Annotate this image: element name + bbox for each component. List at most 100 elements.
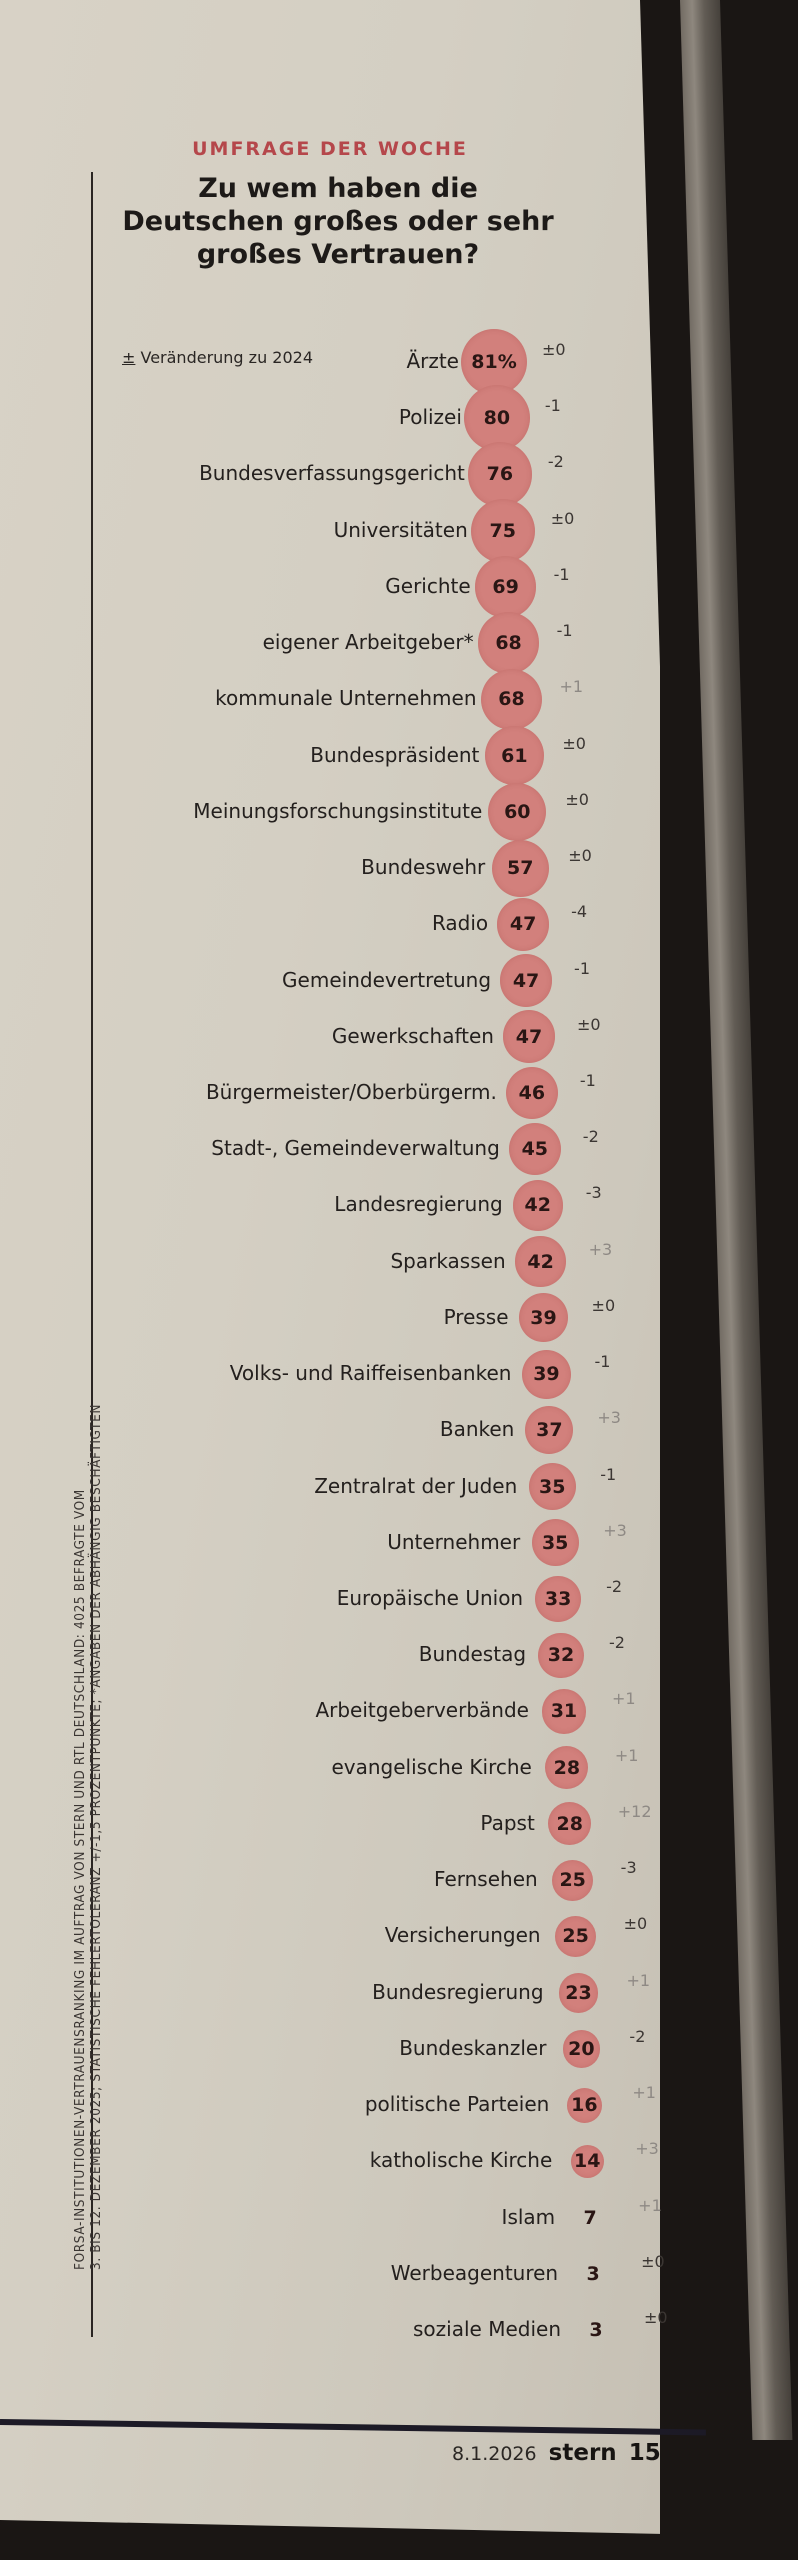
value-bubble: 42 bbox=[515, 1236, 566, 1287]
value-bubble: 28 bbox=[548, 1802, 592, 1846]
value-label: 35 bbox=[541, 1531, 569, 1554]
value-label: 31 bbox=[550, 1700, 578, 1723]
category-label: Bundespräsident bbox=[310, 742, 480, 767]
value-bubble: 47 bbox=[499, 954, 553, 1007]
category-label: Bürgermeister/Oberbürgerm. bbox=[205, 1079, 497, 1104]
value-bubble: 47 bbox=[496, 897, 550, 951]
change-label: +12 bbox=[617, 1801, 652, 1821]
category-label: Gerichte bbox=[385, 573, 471, 598]
value-label: 32 bbox=[547, 1644, 575, 1667]
value-bubble: 69 bbox=[474, 556, 537, 618]
value-bubble: 7 bbox=[577, 2204, 603, 2230]
change-label: ±0 bbox=[550, 508, 575, 528]
change-label: +1 bbox=[611, 1689, 636, 1709]
category-label: Universitäten bbox=[333, 517, 468, 542]
category-label: Islam bbox=[501, 2204, 556, 2229]
category-label: Gewerkschaften bbox=[331, 1023, 494, 1048]
value-bubble: 33 bbox=[535, 1576, 581, 1622]
change-label: -1 bbox=[579, 1070, 596, 1090]
value-label: 47 bbox=[509, 913, 537, 936]
value-label: 28 bbox=[553, 1756, 581, 1779]
change-label: -3 bbox=[585, 1183, 602, 1203]
value-label: 60 bbox=[504, 800, 531, 823]
value-bubble: 14 bbox=[570, 2144, 604, 2178]
value-bubble: 45 bbox=[508, 1123, 561, 1176]
change-label: +1 bbox=[614, 1745, 639, 1765]
value-label: 23 bbox=[565, 1981, 592, 2004]
category-label: politische Parteien bbox=[364, 2092, 550, 2117]
change-label: +3 bbox=[597, 1408, 621, 1428]
source-divider bbox=[91, 172, 93, 2337]
value-bubble: 46 bbox=[505, 1066, 558, 1120]
value-bubble: 76 bbox=[467, 442, 532, 507]
value-bubble: 75 bbox=[470, 498, 535, 563]
change-label: -1 bbox=[594, 1352, 611, 1372]
category-label: Versicherungen bbox=[384, 1923, 541, 1948]
value-label: 81% bbox=[471, 351, 517, 373]
value-label: 47 bbox=[515, 1025, 543, 1048]
change-label: ±0 bbox=[576, 1014, 601, 1034]
category-label: Bundesverfassungsgericht bbox=[199, 461, 465, 486]
value-bubble: 60 bbox=[488, 782, 547, 841]
change-label: +3 bbox=[603, 1520, 627, 1540]
category-label: Radio bbox=[431, 911, 489, 936]
value-label: 46 bbox=[518, 1081, 546, 1104]
change-label: +1 bbox=[638, 2195, 662, 2215]
change-label: -4 bbox=[571, 902, 588, 922]
category-label: evangelische Kirche bbox=[331, 1754, 532, 1779]
kicker: UMFRAGE DER WOCHE bbox=[192, 138, 468, 160]
value-bubble: 3 bbox=[583, 2263, 604, 2285]
value-bubble: 81% bbox=[461, 329, 527, 395]
legend-text: Veränderung zu 2024 bbox=[140, 348, 314, 367]
change-label: -1 bbox=[553, 564, 570, 584]
value-label: 39 bbox=[530, 1306, 557, 1329]
change-label: ±0 bbox=[562, 733, 586, 753]
category-label: Gemeindevertretung bbox=[282, 967, 492, 992]
change-label: -2 bbox=[629, 2026, 646, 2046]
change-label: -3 bbox=[620, 1858, 637, 1878]
category-label: Arbeitgeberverbände bbox=[315, 1698, 529, 1723]
value-label: 42 bbox=[527, 1250, 554, 1273]
category-label: Fernsehen bbox=[434, 1867, 538, 1892]
change-label: ±0 bbox=[641, 2251, 665, 2271]
value-label: 37 bbox=[536, 1419, 563, 1442]
category-label: soziale Medien bbox=[413, 2317, 561, 2341]
change-label: ±0 bbox=[591, 1295, 616, 1315]
page-footer: 8.1.2026 stern 15 bbox=[452, 2440, 661, 2466]
value-bubble: 68 bbox=[480, 668, 543, 730]
category-label: Presse bbox=[443, 1304, 509, 1329]
value-label: 25 bbox=[562, 1925, 589, 1948]
value-label: 35 bbox=[539, 1475, 566, 1498]
value-label: 80 bbox=[483, 407, 511, 430]
value-bubble: 47 bbox=[502, 1010, 556, 1064]
category-label: Banken bbox=[439, 1417, 515, 1442]
category-label: kommunale Unternehmen bbox=[215, 686, 477, 711]
value-label: 3 bbox=[589, 2319, 603, 2341]
value-bubble: 35 bbox=[531, 1519, 579, 1567]
change-label: -1 bbox=[556, 621, 573, 641]
value-label: 57 bbox=[506, 857, 534, 880]
change-label: -1 bbox=[600, 1464, 617, 1484]
value-bubble: 39 bbox=[522, 1349, 571, 1399]
category-label: Ärzte bbox=[406, 349, 459, 373]
value-bubble: 16 bbox=[566, 2087, 602, 2123]
change-label: -2 bbox=[547, 452, 564, 472]
value-label: 68 bbox=[498, 688, 525, 711]
value-label: 42 bbox=[524, 1194, 551, 1217]
category-label: Papst bbox=[480, 1810, 535, 1835]
value-bubble: 20 bbox=[562, 2029, 601, 2068]
value-label: 68 bbox=[495, 632, 522, 655]
value-bubble: 3 bbox=[586, 2319, 607, 2341]
category-label: Volks- und Raiffeisenbanken bbox=[229, 1361, 512, 1386]
change-label: ±0 bbox=[644, 2308, 668, 2327]
value-bubble: 42 bbox=[512, 1180, 563, 1231]
value-bubble: 68 bbox=[477, 612, 540, 674]
value-label: 25 bbox=[559, 1869, 586, 1892]
value-bubble: 80 bbox=[464, 385, 530, 452]
category-label: eigener Arbeitgeber* bbox=[262, 630, 474, 655]
value-label: 16 bbox=[571, 2094, 598, 2117]
category-label: Zentralrat der Juden bbox=[314, 1473, 518, 1498]
change-label: +3 bbox=[588, 1239, 613, 1259]
category-label: Bundestag bbox=[418, 1642, 527, 1667]
value-bubble: 25 bbox=[552, 1859, 594, 1901]
